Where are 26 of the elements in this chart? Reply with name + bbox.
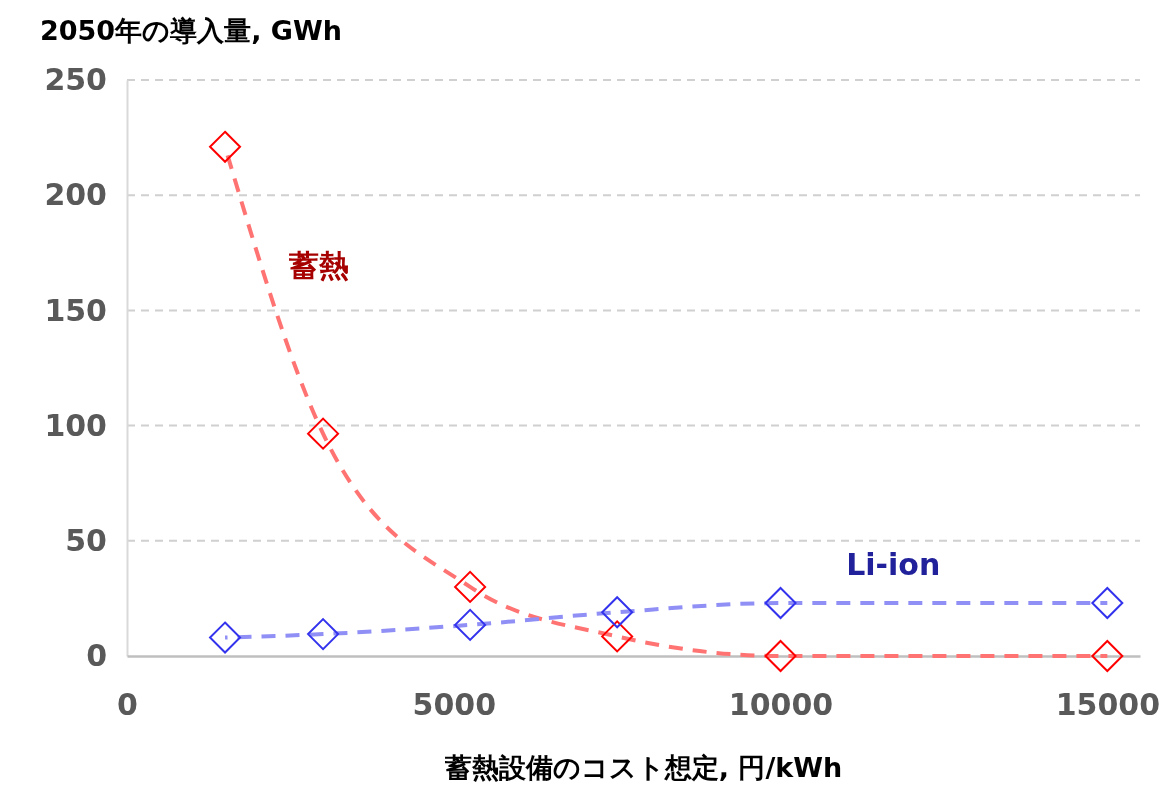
x-axis-title: 蓄熱設備のコスト想定, 円/kWh (443, 752, 843, 783)
y-tick-label: 200 (44, 177, 107, 213)
x-tick-label: 5000 (412, 687, 497, 723)
x-tick-label: 15000 (1055, 687, 1161, 723)
y-tick-label: 150 (44, 292, 107, 328)
x-tick-label: 10000 (728, 687, 834, 723)
point (307, 417, 340, 450)
point (601, 620, 634, 653)
point (454, 608, 487, 641)
y-tick-label: 100 (44, 407, 107, 443)
y-tick-label: 0 (86, 638, 107, 674)
point (1091, 587, 1124, 620)
point (1091, 640, 1124, 672)
point (209, 621, 242, 654)
point (209, 130, 242, 163)
point (307, 618, 340, 651)
point (764, 587, 797, 620)
point (601, 596, 634, 629)
point (764, 640, 797, 672)
chart-title: 2050年の導入量, GWh (40, 15, 342, 46)
y-tick-label: 250 (44, 62, 107, 98)
point (454, 570, 487, 603)
series-label: 蓄熱 (288, 247, 350, 283)
series-label: Li-ion (846, 547, 941, 583)
y-tick-label: 50 (65, 522, 107, 558)
x-tick-label: 0 (117, 687, 138, 723)
